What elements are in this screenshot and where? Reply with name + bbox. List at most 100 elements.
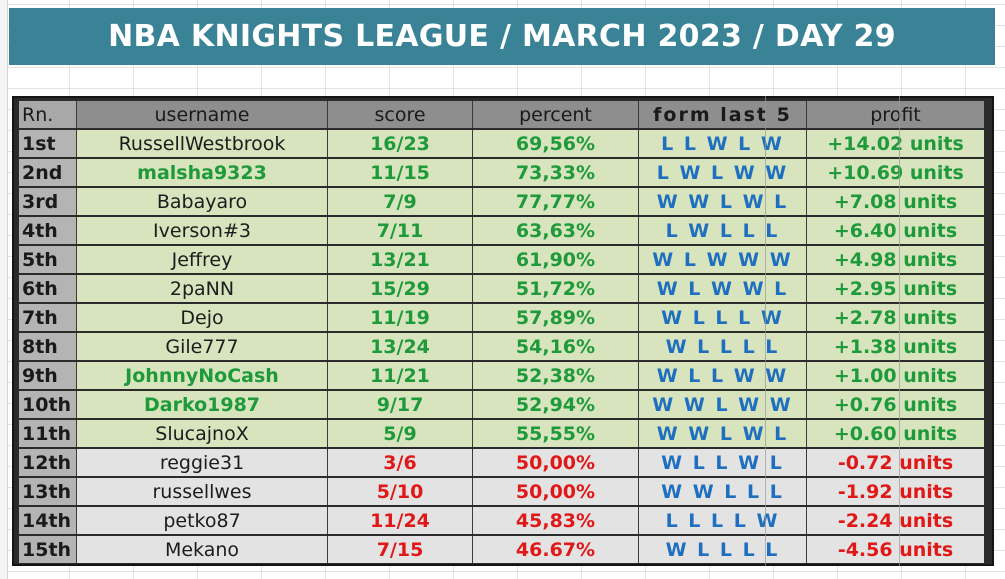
profit-cell[interactable]: +7.08 units xyxy=(807,188,984,215)
profit-cell[interactable]: +1.38 units xyxy=(807,333,984,360)
score-cell[interactable]: 11/19 xyxy=(328,304,473,331)
percent-cell[interactable]: 77,77% xyxy=(473,188,639,215)
score-cell[interactable]: 13/21 xyxy=(328,246,473,273)
header-score[interactable]: score xyxy=(328,101,473,128)
username-cell[interactable]: Babayaro xyxy=(77,188,328,215)
username-cell[interactable]: Iverson#3 xyxy=(77,217,328,244)
percent-cell[interactable]: 50,00% xyxy=(473,449,639,476)
username-cell[interactable]: russellwes xyxy=(77,478,328,505)
username-cell[interactable]: Jeffrey xyxy=(77,246,328,273)
profit-cell[interactable]: +14.02 units xyxy=(807,130,984,157)
rank-cell[interactable]: 8th xyxy=(19,333,77,360)
profit-cell[interactable]: -0.72 units xyxy=(807,449,984,476)
score-cell[interactable]: 7/9 xyxy=(328,188,473,215)
score-cell[interactable]: 16/23 xyxy=(328,130,473,157)
form-cell[interactable]: W L W W W xyxy=(639,246,807,273)
percent-cell[interactable]: 63,63% xyxy=(473,217,639,244)
profit-cell[interactable]: -4.56 units xyxy=(807,536,984,563)
form-cell[interactable]: W L W W L xyxy=(639,275,807,302)
score-cell[interactable]: 9/17 xyxy=(328,391,473,418)
form-cell[interactable]: W W L W L xyxy=(639,188,807,215)
score-cell[interactable]: 5/9 xyxy=(328,420,473,447)
rank-cell[interactable]: 2nd xyxy=(19,159,77,186)
profit-cell[interactable]: +0.60 units xyxy=(807,420,984,447)
table-row: 2nd malsha9323 11/15 73,33% L W L W W +10.69 … xyxy=(19,159,984,186)
form-cell[interactable]: W L L L W xyxy=(639,304,807,331)
league-title: NBA KNIGHTS LEAGUE / MARCH 2023 / DAY 29 xyxy=(108,19,896,54)
rank-cell[interactable]: 7th xyxy=(19,304,77,331)
profit-cell[interactable]: +2.95 units xyxy=(807,275,984,302)
username-cell[interactable]: reggie31 xyxy=(77,449,328,476)
header-percent[interactable]: percent xyxy=(473,101,639,128)
profit-cell[interactable]: +6.40 units xyxy=(807,217,984,244)
header-username[interactable]: username xyxy=(77,101,328,128)
header-form[interactable]: form last 5 xyxy=(639,101,807,128)
percent-cell[interactable]: 51,72% xyxy=(473,275,639,302)
username-cell[interactable]: Dejo xyxy=(77,304,328,331)
sheet-column-line xyxy=(765,96,766,566)
score-cell[interactable]: 15/29 xyxy=(328,275,473,302)
score-cell[interactable]: 11/15 xyxy=(328,159,473,186)
percent-cell[interactable]: 73,33% xyxy=(473,159,639,186)
percent-cell[interactable]: 46.67% xyxy=(473,536,639,563)
score-cell[interactable]: 5/10 xyxy=(328,478,473,505)
form-cell[interactable]: W W L W L xyxy=(639,420,807,447)
form-cell[interactable]: L L L L W xyxy=(639,507,807,534)
form-cell[interactable]: L L W L W xyxy=(639,130,807,157)
form-cell[interactable]: W W L W W xyxy=(639,391,807,418)
profit-cell[interactable]: +1.00 units xyxy=(807,362,984,389)
rank-cell[interactable]: 9th xyxy=(19,362,77,389)
percent-cell[interactable]: 61,90% xyxy=(473,246,639,273)
form-cell[interactable]: W W L L L xyxy=(639,478,807,505)
username-cell[interactable]: RussellWestbrook xyxy=(77,130,328,157)
username-cell[interactable]: Gile777 xyxy=(77,333,328,360)
percent-cell[interactable]: 54,16% xyxy=(473,333,639,360)
percent-cell[interactable]: 57,89% xyxy=(473,304,639,331)
header-profit[interactable]: profit xyxy=(807,101,984,128)
username-cell[interactable]: JohnnyNoCash xyxy=(77,362,328,389)
rank-cell[interactable]: 11th xyxy=(19,420,77,447)
score-cell[interactable]: 11/21 xyxy=(328,362,473,389)
username-cell[interactable]: SlucajnoX xyxy=(77,420,328,447)
rank-cell[interactable]: 6th xyxy=(19,275,77,302)
form-cell[interactable]: L W L W W xyxy=(639,159,807,186)
username-cell[interactable]: 2paNN xyxy=(77,275,328,302)
percent-cell[interactable]: 45,83% xyxy=(473,507,639,534)
rank-cell[interactable]: 1st xyxy=(19,130,77,157)
profit-cell[interactable]: +4.98 units xyxy=(807,246,984,273)
score-cell[interactable]: 3/6 xyxy=(328,449,473,476)
form-cell[interactable]: W L L L L xyxy=(639,333,807,360)
rank-cell[interactable]: 3rd xyxy=(19,188,77,215)
score-cell[interactable]: 7/15 xyxy=(328,536,473,563)
percent-cell[interactable]: 55,55% xyxy=(473,420,639,447)
profit-cell[interactable]: +10.69 units xyxy=(807,159,984,186)
profit-cell[interactable]: +2.78 units xyxy=(807,304,984,331)
form-cell[interactable]: W L L W L xyxy=(639,449,807,476)
rank-cell[interactable]: 10th xyxy=(19,391,77,418)
score-cell[interactable]: 11/24 xyxy=(328,507,473,534)
score-cell[interactable]: 13/24 xyxy=(328,333,473,360)
rank-cell[interactable]: 13th xyxy=(19,478,77,505)
username-cell[interactable]: Mekano xyxy=(77,536,328,563)
profit-cell[interactable]: -1.92 units xyxy=(807,478,984,505)
username-cell[interactable]: malsha9323 xyxy=(77,159,328,186)
percent-cell[interactable]: 52,94% xyxy=(473,391,639,418)
rank-cell[interactable]: 15th xyxy=(19,536,77,563)
profit-cell[interactable]: -2.24 units xyxy=(807,507,984,534)
score-cell[interactable]: 7/11 xyxy=(328,217,473,244)
percent-cell[interactable]: 52,38% xyxy=(473,362,639,389)
sheet-column-line xyxy=(899,96,900,566)
header-rank[interactable]: Rn. xyxy=(19,101,77,128)
rank-cell[interactable]: 4th xyxy=(19,217,77,244)
profit-cell[interactable]: +0.76 units xyxy=(807,391,984,418)
form-cell[interactable]: W L L L L xyxy=(639,536,807,563)
form-cell[interactable]: L W L L L xyxy=(639,217,807,244)
form-cell[interactable]: W L L W W xyxy=(639,362,807,389)
rank-cell[interactable]: 5th xyxy=(19,246,77,273)
username-cell[interactable]: Darko1987 xyxy=(77,391,328,418)
rank-cell[interactable]: 12th xyxy=(19,449,77,476)
rank-cell[interactable]: 14th xyxy=(19,507,77,534)
username-cell[interactable]: petko87 xyxy=(77,507,328,534)
percent-cell[interactable]: 50,00% xyxy=(473,478,639,505)
percent-cell[interactable]: 69,56% xyxy=(473,130,639,157)
